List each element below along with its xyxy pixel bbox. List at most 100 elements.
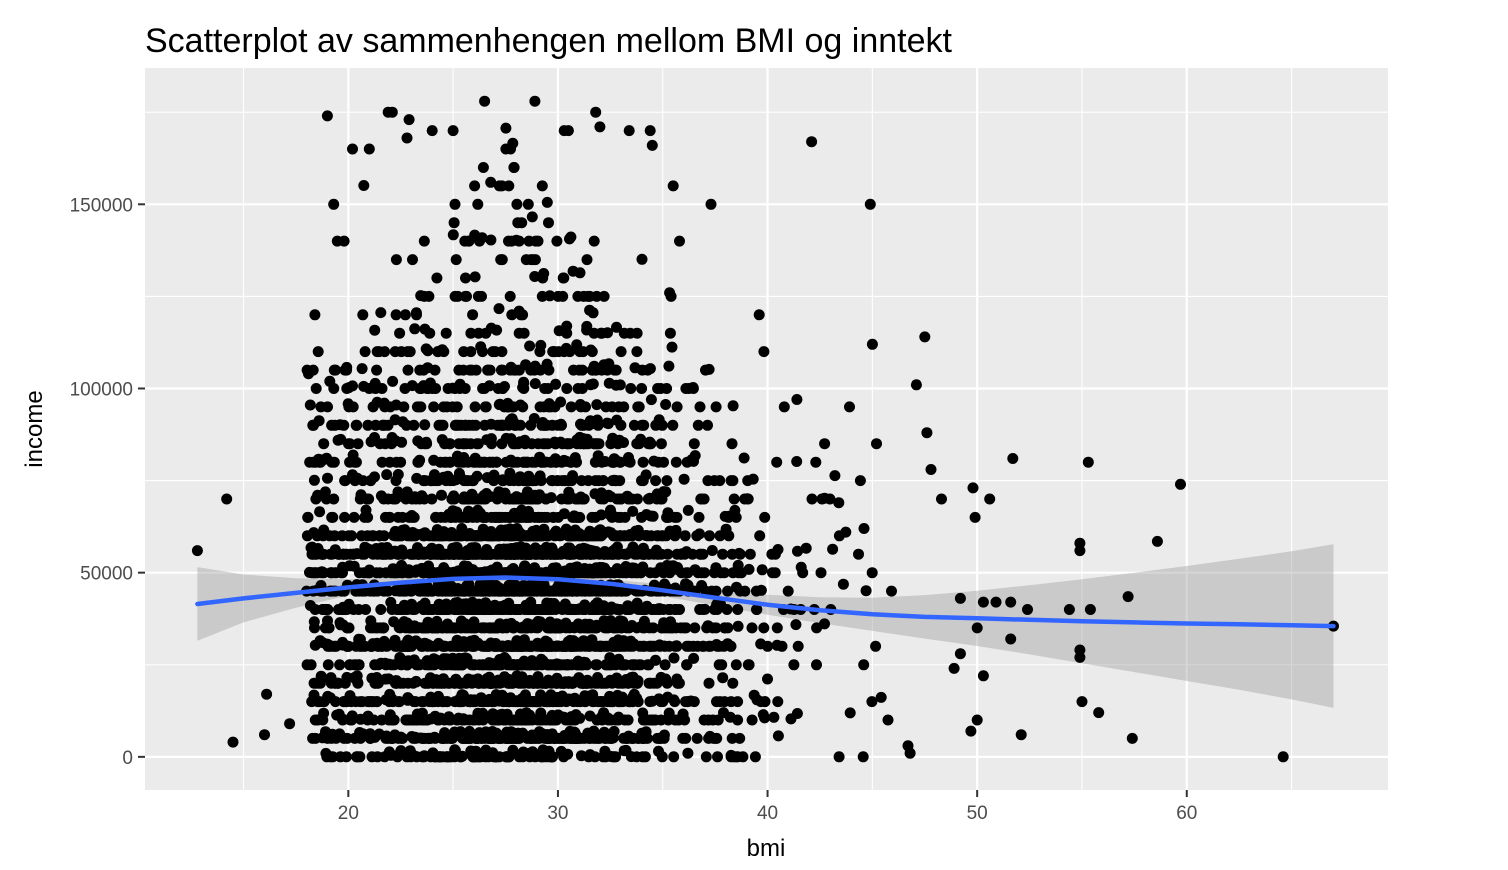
data-point	[457, 689, 469, 701]
data-point	[576, 383, 588, 394]
data-point	[755, 638, 767, 650]
data-point	[655, 493, 667, 505]
data-point	[395, 530, 407, 542]
data-point	[919, 331, 931, 343]
data-point	[390, 475, 402, 487]
data-point	[461, 732, 472, 744]
data-point	[639, 548, 651, 560]
data-point	[408, 548, 420, 560]
data-point	[603, 377, 615, 389]
data-point	[376, 456, 388, 468]
data-point	[640, 604, 652, 615]
data-point	[691, 732, 703, 744]
data-point	[810, 456, 822, 468]
data-point	[534, 451, 546, 463]
data-point	[525, 254, 537, 266]
data-point	[529, 378, 541, 390]
data-point	[415, 290, 427, 302]
data-point	[656, 622, 668, 634]
data-point	[629, 362, 641, 374]
data-point	[519, 434, 531, 446]
data-point	[1007, 453, 1019, 464]
y-axis: 0 50000 100000 150000	[70, 195, 145, 769]
data-point	[523, 677, 535, 689]
data-point	[459, 235, 471, 247]
data-point	[397, 732, 409, 744]
data-point	[854, 475, 866, 487]
data-point	[329, 530, 341, 542]
data-point	[318, 567, 330, 579]
data-point	[800, 542, 812, 554]
confidence-band	[197, 544, 1334, 708]
data-point	[564, 562, 576, 574]
data-point	[538, 268, 550, 279]
data-point	[493, 399, 505, 411]
data-point	[552, 622, 563, 634]
data-point	[466, 475, 478, 487]
data-point	[505, 433, 517, 445]
data-point	[583, 751, 595, 763]
data-point	[844, 401, 855, 413]
data-point	[529, 511, 541, 523]
data-point	[390, 309, 402, 321]
data-point	[343, 530, 355, 542]
data-point	[479, 511, 491, 523]
data-point	[506, 640, 517, 652]
data-point	[338, 732, 350, 744]
y-tick-label: 100000	[70, 379, 133, 400]
data-point	[1005, 633, 1017, 645]
data-point	[811, 659, 822, 671]
data-point	[631, 346, 643, 358]
data-point	[489, 346, 501, 358]
data-point	[470, 745, 482, 757]
data-point	[391, 750, 403, 761]
data-point	[394, 327, 406, 339]
data-point	[643, 640, 655, 652]
data-point	[337, 548, 349, 560]
data-point	[425, 691, 437, 703]
data-point	[426, 585, 437, 597]
data-point	[307, 364, 319, 376]
data-point	[620, 604, 632, 615]
data-point	[470, 456, 482, 468]
data-point	[743, 659, 755, 671]
data-point	[388, 714, 400, 726]
data-points	[191, 95, 1339, 763]
data-point	[652, 456, 664, 468]
data-point	[542, 659, 554, 671]
data-point	[528, 547, 540, 558]
data-point	[643, 677, 655, 689]
data-point	[1022, 604, 1033, 615]
data-point	[711, 640, 723, 652]
data-point	[646, 695, 658, 707]
data-point	[687, 383, 699, 394]
data-point	[857, 751, 869, 763]
data-point	[827, 543, 839, 555]
data-point	[511, 198, 523, 210]
data-point	[532, 615, 544, 627]
data-point	[419, 677, 431, 689]
data-point	[743, 563, 755, 575]
data-point	[373, 728, 385, 740]
data-point	[340, 696, 351, 708]
data-point	[829, 470, 841, 482]
data-point	[310, 493, 322, 505]
y-tick-label: 0	[122, 748, 133, 769]
data-point	[484, 456, 496, 468]
data-point	[542, 674, 554, 686]
data-point	[472, 707, 484, 719]
data-point	[322, 659, 334, 671]
data-point	[614, 475, 626, 487]
data-point	[656, 565, 668, 577]
data-point	[438, 401, 450, 413]
data-point	[496, 640, 508, 652]
data-point	[328, 198, 340, 210]
data-point	[402, 655, 414, 667]
data-point	[595, 640, 607, 652]
data-point	[411, 659, 423, 671]
data-point	[328, 383, 340, 394]
data-point	[549, 346, 561, 358]
data-point	[492, 659, 504, 671]
data-point	[564, 233, 575, 245]
